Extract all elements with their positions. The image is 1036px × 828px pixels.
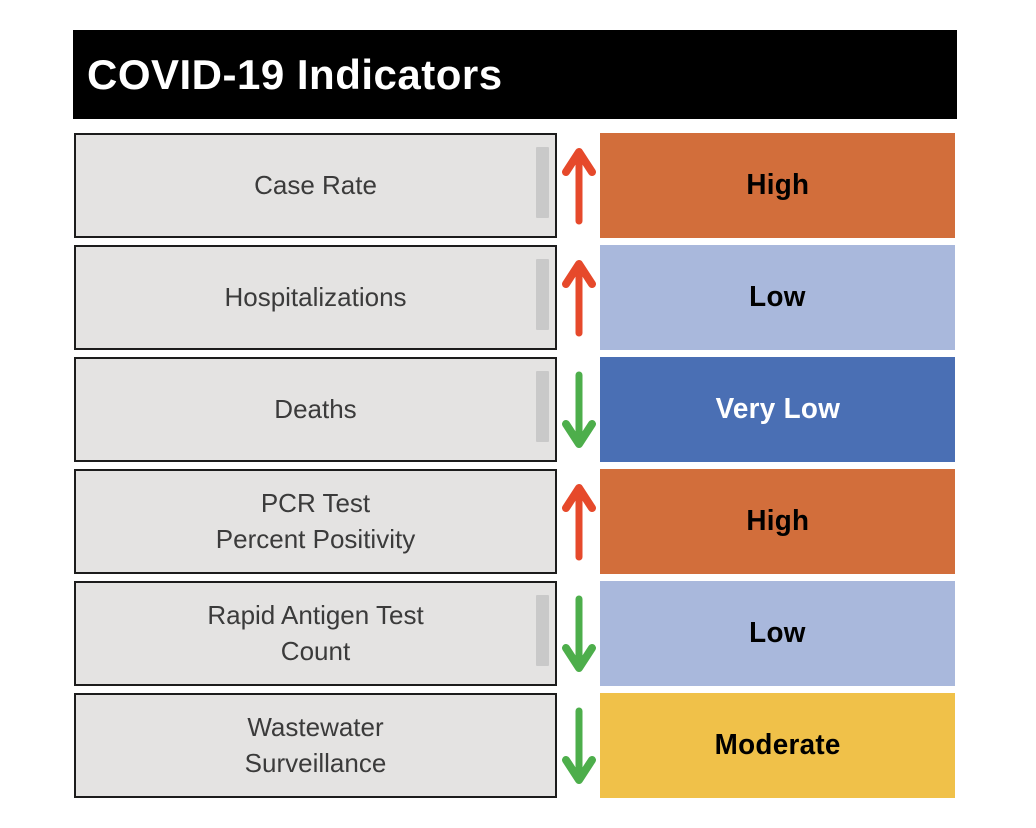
- indicator-panel: Wastewater Surveillance: [74, 693, 557, 798]
- status-label: Moderate: [714, 729, 841, 761]
- scrollbar-thumb[interactable]: [536, 371, 549, 442]
- indicator-label: Deaths: [274, 393, 357, 424]
- up-arrow-icon: [557, 133, 600, 238]
- scrollbar-thumb[interactable]: [536, 259, 549, 330]
- indicator-label: Wastewater Surveillance: [244, 712, 387, 778]
- down-arrow-icon: [557, 693, 600, 798]
- page-title: COVID-19 Indicators: [87, 50, 503, 98]
- status-badge: Moderate: [600, 693, 955, 798]
- indicator-panel: Deaths: [74, 357, 557, 462]
- status-badge: High: [600, 133, 955, 238]
- indicator-row-hospitalizations: Hospitalizations Low: [74, 245, 955, 350]
- status-badge: High: [600, 469, 955, 574]
- indicator-rows: Case Rate High Hospitalizations: [74, 133, 955, 798]
- status-label: Low: [749, 281, 806, 313]
- scrollbar-thumb[interactable]: [536, 147, 549, 218]
- indicator-row-rapid-antigen: Rapid Antigen Test Count Low: [74, 581, 955, 686]
- status-label: High: [745, 169, 809, 201]
- indicator-row-pcr-positivity: PCR Test Percent Positivity High: [74, 469, 955, 574]
- indicator-label: Case Rate: [254, 169, 377, 200]
- down-arrow-icon: [557, 581, 600, 686]
- status-badge: Low: [600, 245, 955, 350]
- indicator-label: Rapid Antigen Test Count: [207, 600, 424, 666]
- indicator-panel: Case Rate: [74, 133, 557, 238]
- down-arrow-icon: [557, 357, 600, 462]
- indicator-row-case-rate: Case Rate High: [74, 133, 955, 238]
- status-label: Very Low: [715, 393, 840, 425]
- up-arrow-icon: [557, 245, 600, 350]
- indicator-panel: Rapid Antigen Test Count: [74, 581, 557, 686]
- status-badge: Low: [600, 581, 955, 686]
- indicator-label: Hospitalizations: [224, 281, 407, 312]
- indicator-row-wastewater: Wastewater Surveillance Moderate: [74, 693, 955, 798]
- indicator-panel: PCR Test Percent Positivity: [74, 469, 557, 574]
- status-badge: Very Low: [600, 357, 955, 462]
- status-label: Low: [749, 617, 806, 649]
- indicator-panel: Hospitalizations: [74, 245, 557, 350]
- up-arrow-icon: [557, 469, 600, 574]
- scrollbar-thumb[interactable]: [536, 595, 549, 666]
- title-bar: COVID-19 Indicators: [73, 30, 957, 119]
- indicator-row-deaths: Deaths Very Low: [74, 357, 955, 462]
- status-label: High: [745, 505, 809, 537]
- indicator-label: PCR Test Percent Positivity: [215, 488, 416, 554]
